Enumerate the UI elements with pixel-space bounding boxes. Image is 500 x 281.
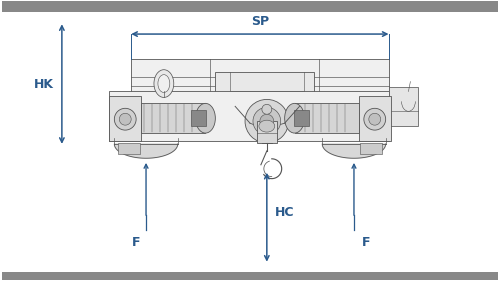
Bar xyxy=(110,92,388,141)
Ellipse shape xyxy=(260,114,274,128)
Bar xyxy=(388,87,418,126)
Ellipse shape xyxy=(253,107,280,135)
Polygon shape xyxy=(322,144,386,158)
Bar xyxy=(141,103,206,133)
Bar xyxy=(360,143,382,154)
Polygon shape xyxy=(114,144,178,158)
Text: SP: SP xyxy=(251,15,269,28)
Ellipse shape xyxy=(158,75,170,92)
Ellipse shape xyxy=(259,120,275,132)
Bar xyxy=(359,96,390,141)
Bar xyxy=(131,59,388,96)
Text: F: F xyxy=(132,236,140,249)
Ellipse shape xyxy=(284,103,304,133)
Bar xyxy=(257,121,276,143)
Ellipse shape xyxy=(154,70,174,98)
Bar xyxy=(294,103,359,133)
Bar xyxy=(2,272,498,280)
Bar xyxy=(190,110,206,126)
Ellipse shape xyxy=(369,113,380,125)
Text: HK: HK xyxy=(34,78,54,90)
Ellipse shape xyxy=(196,103,216,133)
Ellipse shape xyxy=(114,108,136,130)
Ellipse shape xyxy=(262,104,272,114)
Text: F: F xyxy=(362,236,370,249)
Bar xyxy=(118,143,140,154)
Ellipse shape xyxy=(364,108,386,130)
Bar xyxy=(216,72,314,106)
Bar xyxy=(110,96,141,141)
Text: HC: HC xyxy=(275,206,294,219)
Bar xyxy=(2,1,498,12)
Ellipse shape xyxy=(120,113,131,125)
Ellipse shape xyxy=(245,99,288,143)
Bar xyxy=(294,110,310,126)
